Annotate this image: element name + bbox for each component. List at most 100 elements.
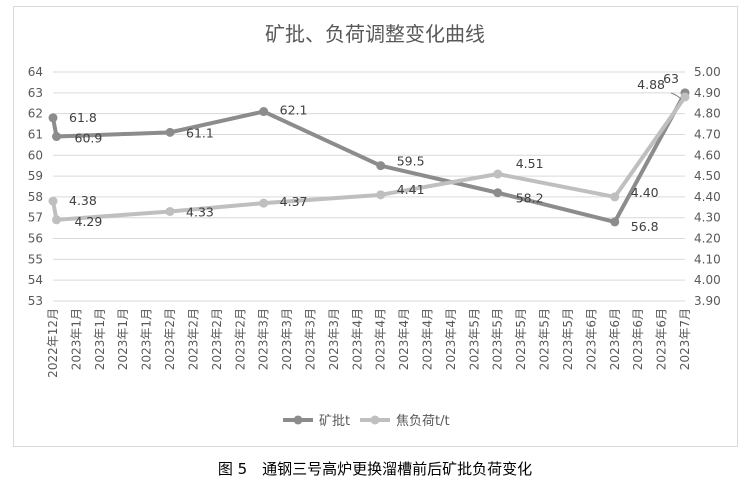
right-tick-label: 4.40 [694, 190, 721, 204]
left-tick-label: 55 [28, 252, 43, 266]
x-tick-label: 2023年5月 [491, 308, 505, 370]
data-label: 4.51 [516, 156, 544, 171]
right-tick-label: 4.90 [694, 86, 721, 100]
chart-frame [13, 6, 738, 447]
left-axis: 53 54 55 56 57 58 59 60 61 62 63 64 [28, 65, 43, 308]
data-point [376, 190, 386, 200]
data-point [493, 169, 503, 179]
x-tick-label: 2023年5月 [467, 308, 481, 370]
right-tick-label: 5.00 [694, 65, 721, 79]
data-label: 63 [663, 71, 679, 86]
left-tick-label: 57 [28, 211, 43, 225]
data-point [259, 198, 269, 208]
data-point [52, 215, 62, 225]
right-tick-label: 4.10 [694, 252, 721, 266]
x-tick-label: 2023年5月 [514, 308, 528, 370]
legend-label: 矿批t [319, 414, 350, 429]
x-tick-label: 2023年6月 [631, 308, 645, 370]
x-axis: 2022年12月 2023年1月 2023年1月 2023年1月 2023年1月 2023… [46, 308, 692, 378]
series-ore-batch [48, 88, 690, 227]
data-label: 4.29 [75, 214, 103, 229]
gridlines [53, 71, 685, 302]
x-tick-label: 2022年12月 [46, 308, 60, 378]
left-tick-label: 62 [28, 107, 43, 121]
legend-swatch-marker [293, 415, 303, 425]
left-tick-label: 63 [28, 86, 43, 100]
right-tick-label: 4.20 [694, 232, 721, 246]
right-tick-label: 4.00 [694, 273, 721, 287]
right-axis: 3.90 4.00 4.10 4.20 4.30 4.40 4.50 4.60 4.70 4.80… [694, 65, 721, 308]
data-point [48, 113, 58, 123]
data-label: 4.37 [280, 194, 308, 209]
legend: 矿批t 焦负荷t/t [283, 414, 450, 429]
right-tick-label: 4.80 [694, 107, 721, 121]
right-tick-label: 4.70 [694, 127, 721, 141]
data-label-leader-line [670, 92, 682, 100]
legend-label: 焦负荷t/t [396, 414, 450, 429]
legend-swatch-marker [370, 415, 380, 425]
x-tick-label: 2023年2月 [163, 308, 177, 370]
figure-caption: 图 5 通钢三号高炉更换溜槽前后矿批负荷变化 [217, 460, 533, 478]
data-label: 61.1 [186, 125, 214, 140]
data-point [52, 132, 62, 142]
data-point [48, 196, 58, 206]
data-label: 4.33 [186, 204, 214, 219]
data-label: 4.38 [69, 193, 97, 208]
x-tick-label: 2023年6月 [608, 308, 622, 370]
data-label: 60.9 [75, 131, 103, 146]
data-point [165, 206, 175, 216]
x-tick-label: 2023年3月 [280, 308, 294, 370]
data-point [680, 92, 690, 102]
x-tick-label: 2023年3月 [327, 308, 341, 370]
x-tick-label: 2023年1月 [69, 308, 83, 370]
left-tick-label: 53 [28, 294, 43, 308]
left-tick-label: 58 [28, 190, 43, 204]
data-label: 58.2 [516, 191, 544, 206]
left-tick-label: 60 [28, 148, 43, 162]
data-label: 4.40 [631, 185, 659, 200]
x-tick-label: 2023年3月 [303, 308, 317, 370]
data-point [165, 127, 175, 137]
x-tick-label: 2023年6月 [655, 308, 669, 370]
right-tick-label: 4.60 [694, 148, 721, 162]
x-tick-label: 2023年4月 [350, 308, 364, 370]
left-tick-label: 54 [28, 273, 43, 287]
series-line [51, 95, 687, 222]
x-tick-label: 2023年1月 [93, 308, 107, 370]
data-label: 59.5 [397, 154, 425, 169]
data-point [610, 217, 620, 227]
data-point [493, 188, 503, 198]
x-tick-label: 2023年1月 [116, 308, 130, 370]
x-tick-label: 2023年3月 [257, 308, 271, 370]
x-tick-label: 2023年5月 [538, 308, 552, 370]
x-tick-label: 2023年1月 [140, 308, 154, 370]
series-coke-load [48, 92, 690, 225]
left-tick-label: 56 [28, 232, 43, 246]
x-tick-label: 2023年7月 [678, 308, 692, 370]
data-label: 61.8 [69, 110, 97, 125]
right-tick-label: 3.90 [694, 294, 721, 308]
data-point [610, 192, 620, 202]
x-tick-label: 2023年2月 [210, 308, 224, 370]
data-label: 62.1 [280, 103, 308, 118]
chart-title: 矿批、负荷调整变化曲线 [265, 22, 485, 46]
series-layer: 61.8 60.9 61.1 62.1 59.5 58.2 56.8 63 4.38 4.29 4.… [48, 71, 690, 234]
data-point [259, 107, 269, 117]
x-tick-label: 2023年2月 [186, 308, 200, 370]
right-tick-label: 4.50 [694, 169, 721, 183]
left-tick-label: 59 [28, 169, 43, 183]
data-label: 4.41 [397, 182, 425, 197]
x-tick-label: 2023年4月 [374, 308, 388, 370]
left-tick-label: 64 [28, 65, 43, 79]
right-tick-label: 4.30 [694, 211, 721, 225]
data-point [376, 161, 386, 171]
x-tick-label: 2023年4月 [397, 308, 411, 370]
data-label: 4.88 [637, 77, 665, 92]
x-tick-label: 2023年4月 [421, 308, 435, 370]
x-tick-label: 2023年5月 [561, 308, 575, 370]
data-label: 56.8 [631, 219, 659, 234]
x-tick-label: 2023年2月 [233, 308, 247, 370]
x-tick-label: 2023年6月 [584, 308, 598, 370]
x-tick-label: 2023年4月 [444, 308, 458, 370]
